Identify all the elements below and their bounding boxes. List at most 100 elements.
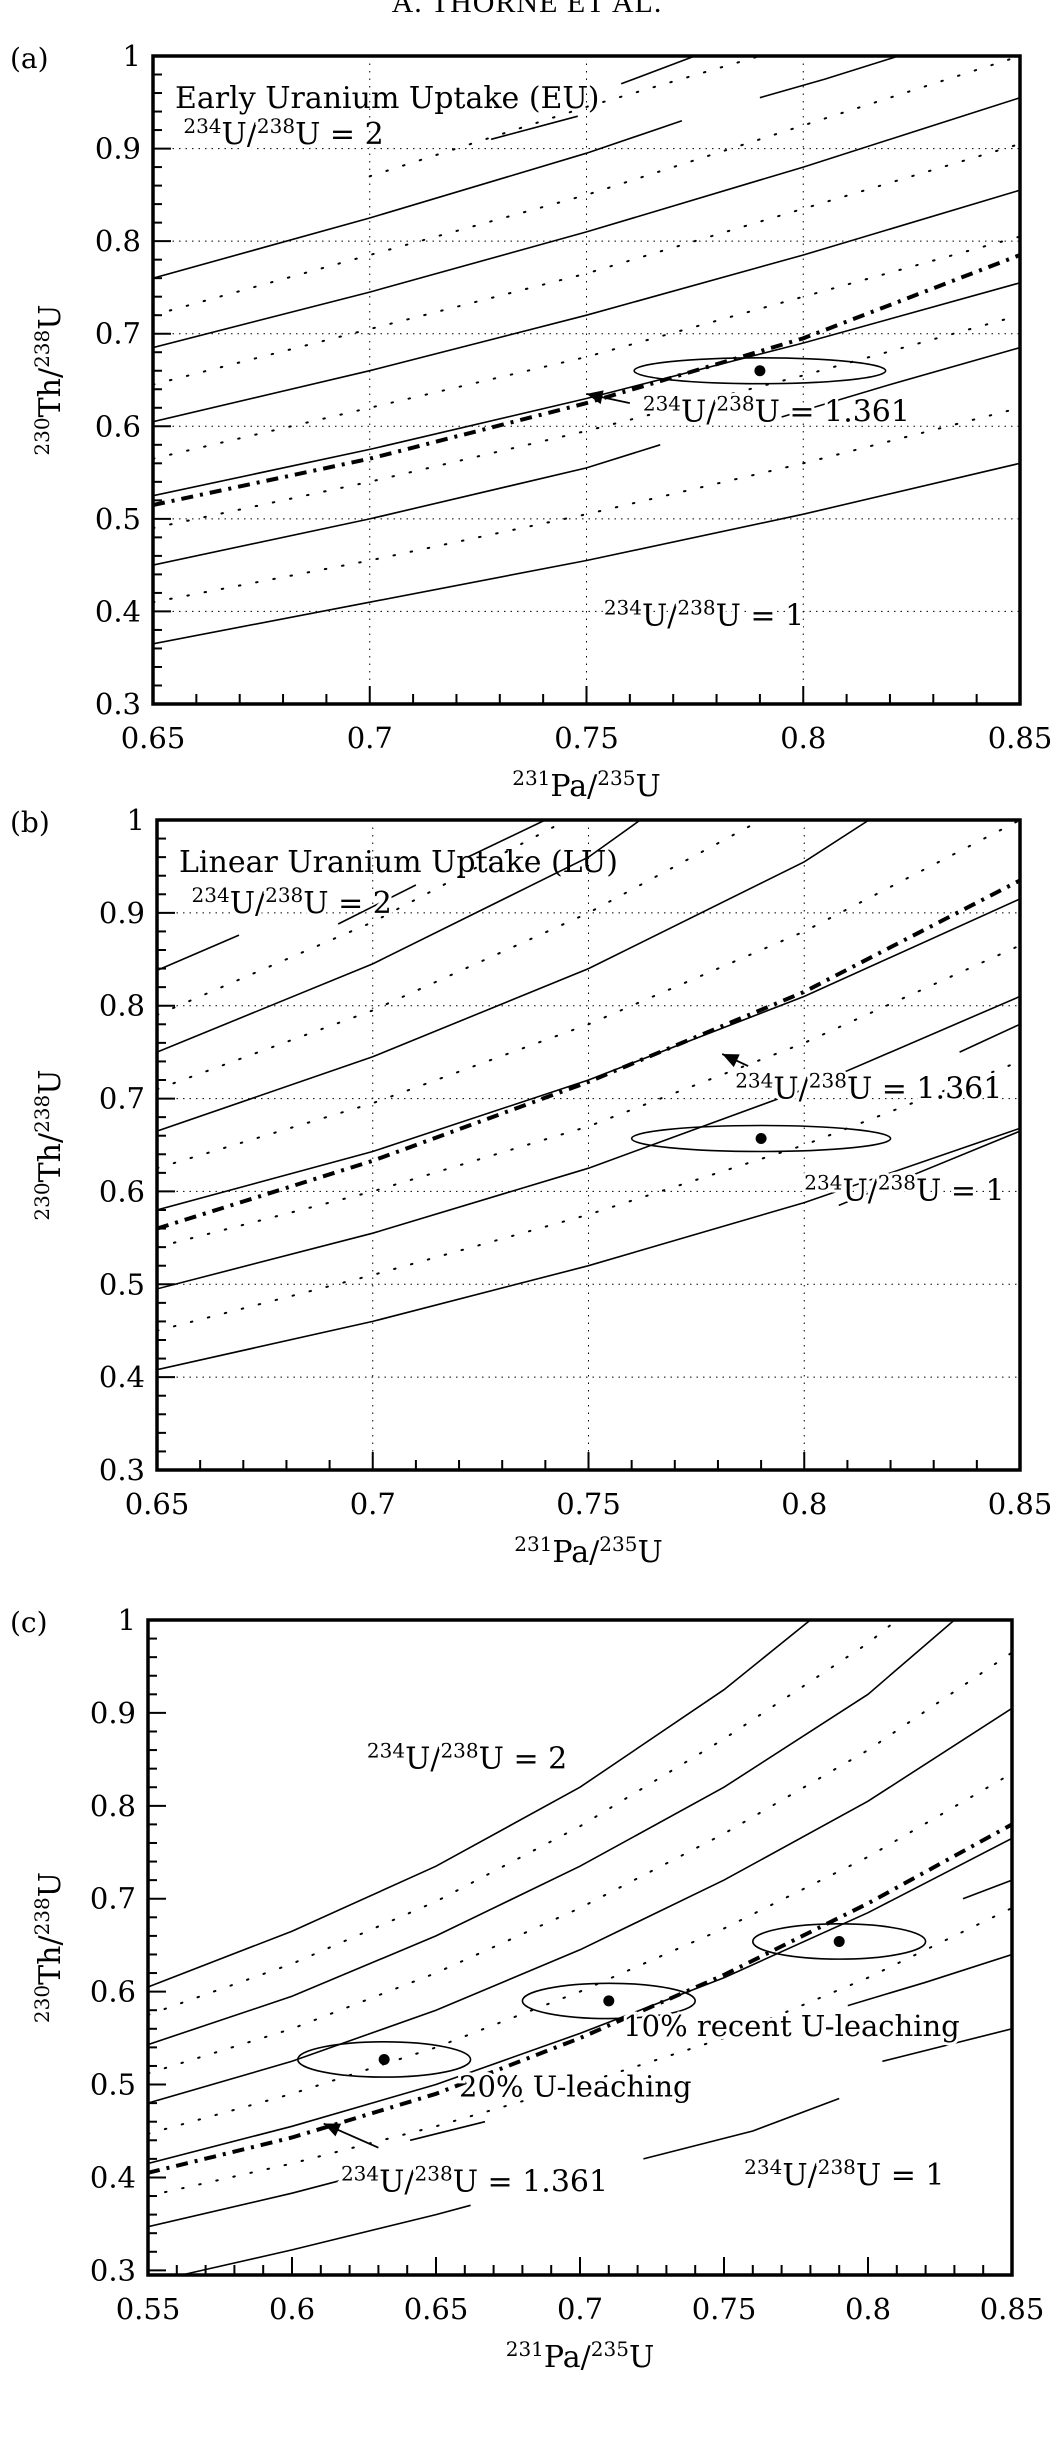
series-solid-7: [962, 1879, 1012, 1900]
y-axis-label-group: 230Th/238U: [30, 1069, 68, 1220]
annotation-u2-base2: U = 2: [479, 1742, 568, 1777]
chart-title: Early Uranium Uptake (EU): [175, 81, 599, 116]
y-tick-label: 0.4: [99, 1360, 145, 1394]
y-axis-label-sup1: 230: [30, 1182, 54, 1220]
chart-panel-a: 0.65 0.7 0.75 0.8 0.85 0.3 0.4 0.5 0.6 0.7 0.8 0.9 1…: [10, 39, 1052, 804]
x-tick-label: 0.65: [404, 2292, 469, 2326]
x-tick-label: 0.75: [554, 721, 619, 755]
series-dashdot-1361: [157, 878, 1020, 1231]
series-solid-4: [153, 189, 1020, 423]
y-tick-label: 0.8: [90, 1789, 136, 1823]
annotation-u1361-sup2: 238: [716, 392, 754, 416]
x-axis-label-base1: Pa/: [544, 2340, 592, 2375]
x-axis-label-sup2: 235: [597, 766, 635, 790]
series-dotted-1: [153, 406, 1020, 604]
annotation-u2-base1: U/: [405, 1742, 441, 1777]
ticks: [152, 55, 1021, 705]
arrow-head-icon: [586, 390, 604, 405]
annotation-u2-base2: U = 2: [295, 117, 384, 152]
annotation-u2-sup1: 234: [367, 1739, 405, 1763]
annotation-u1361-base2: U = 1.361: [453, 2164, 608, 2199]
y-tick-label: 0.6: [95, 409, 141, 443]
data-point-sample: [754, 365, 766, 377]
series-solid-2b: [409, 2120, 486, 2142]
x-tick-label: 0.7: [350, 1487, 396, 1521]
x-tick-label: 0.7: [347, 721, 393, 755]
y-axis-label-sup2: 238: [30, 330, 54, 368]
series-solid-8: [620, 56, 696, 85]
series-solid-3b: [959, 1023, 1020, 1053]
series-solid-6a: [153, 120, 683, 279]
annotation-u1-base1: U/: [842, 1174, 878, 1209]
x-axis-label-base1: Pa/: [552, 1535, 600, 1570]
series-solid-3: [153, 282, 1020, 497]
panel-label: (c): [10, 1606, 48, 1639]
series-dotted-4: [153, 142, 1020, 386]
y-tick-label: 0.9: [95, 132, 141, 166]
y-axis-label-sup2: 238: [30, 1095, 54, 1133]
x-tick-label: 0.65: [125, 1487, 190, 1521]
annotation-u1-sup1: 234: [744, 2155, 782, 2179]
y-axis-label-base2: U: [33, 1872, 68, 1897]
annotation-u2: 234U/238U = 2: [367, 1739, 567, 1777]
annotation-u1361: 234U/238U = 1.361: [735, 1069, 1002, 1107]
running-head: A. THORNE ET AL.: [391, 0, 663, 19]
series-solid-2a: [157, 995, 1020, 1290]
y-axis-label-base2: U: [33, 1069, 68, 1094]
annotation-u1-sup2: 238: [677, 595, 715, 619]
annotation-u1361-sup1: 234: [341, 2161, 379, 2185]
y-tick-label: 1: [118, 1603, 136, 1637]
annotation-u2-base1: U/: [222, 117, 258, 152]
x-tick-label: 0.65: [121, 721, 186, 755]
y-axis-label: 230Th/238U: [30, 1069, 68, 1220]
series-solid-6a: [157, 934, 240, 972]
series-solid-5: [157, 820, 641, 1053]
annotation-u1-sup2: 238: [878, 1171, 916, 1195]
error-ellipse-sample-1: [296, 2041, 472, 2078]
y-axis-label-base1: Th/: [33, 367, 68, 417]
x-axis-label-sup2: 235: [599, 1532, 637, 1556]
y-axis-label: 230Th/238U: [30, 304, 68, 455]
x-tick-label: 0.8: [845, 2292, 891, 2326]
x-axis-label-sup1: 231: [506, 2337, 544, 2361]
x-axis-label-base2: U: [637, 1535, 662, 1570]
data-point-sample-3: [833, 1935, 845, 1947]
annotation-u1-base1: U/: [782, 2158, 818, 2193]
grid: [157, 820, 1020, 1470]
series-solid-4: [148, 1707, 1012, 2104]
series-dashdot-1361: [153, 253, 1020, 507]
y-tick-label: 0.4: [95, 594, 141, 628]
x-tick-label: 0.55: [116, 2292, 181, 2326]
series-dotted-1: [148, 1907, 1012, 2197]
series-solid-7: [467, 820, 546, 858]
series-solid-1: [153, 462, 1020, 645]
x-tick-label: 0.7: [557, 2292, 603, 2326]
x-axis-label-sup1: 231: [514, 1532, 552, 1556]
y-axis-label-base1: Th/: [33, 1132, 68, 1182]
annotation-leach10: 10% recent U-leaching: [623, 2009, 960, 2043]
y-axis-label-group: 230Th/238U: [30, 1872, 68, 2023]
series-solid-6: [148, 1620, 811, 1988]
error-ellipse-sample-2: [521, 1982, 696, 2020]
series-solid-2c: [847, 1953, 1012, 2007]
annotation-leach20: 20% U-leaching: [459, 2070, 692, 2104]
annotation-u2-sup1: 234: [192, 883, 230, 907]
annotation-u1: 234U/238U = 1: [804, 1171, 1004, 1209]
y-tick-label: 0.6: [90, 1975, 136, 2009]
series-solid-3: [148, 1837, 1012, 2165]
y-axis-label-base2: U: [33, 304, 68, 329]
annotation-u1-base2: U = 1: [716, 598, 805, 633]
error-ellipse-sample: [633, 356, 887, 385]
chart-panel-c: 0.55 0.6 0.65 0.7 0.75 0.8 0.85 0.3 0.4 0.5 0.6 0.7…: [10, 1603, 1044, 2375]
annotation-u1361-base1: U/: [773, 1072, 809, 1107]
annotation-u1361-sup1: 234: [735, 1069, 773, 1093]
data-point-sample: [755, 1133, 767, 1144]
y-tick-label: 0.5: [95, 502, 141, 536]
series-solid-6b: [337, 884, 417, 925]
series-solid-5: [148, 1620, 955, 2046]
series-dotted-3: [157, 820, 1020, 1170]
series-solid-2a: [148, 2172, 371, 2228]
error-ellipse-sample: [630, 1124, 892, 1153]
y-tick-label: 1: [123, 39, 141, 73]
x-tick-label: 0.8: [781, 1487, 827, 1521]
